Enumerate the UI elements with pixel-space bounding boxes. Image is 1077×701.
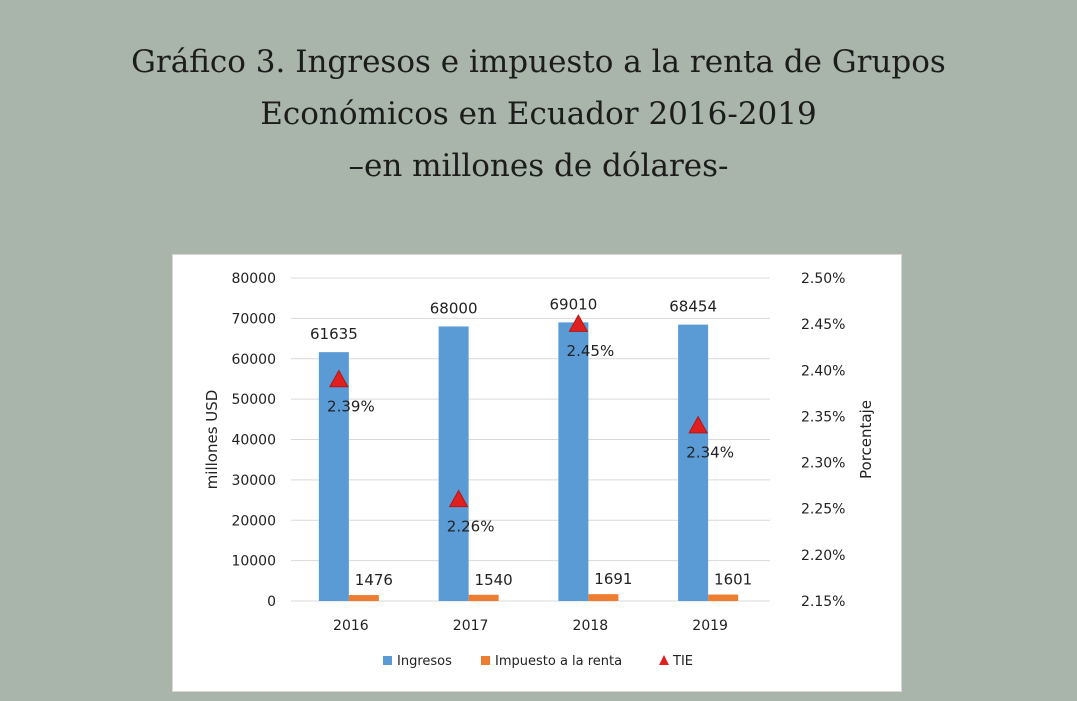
tie-marker	[688, 415, 708, 434]
y-left-tick-label: 80000	[231, 271, 276, 287]
bar-impuesto	[468, 594, 499, 601]
data-label-tie: 2.26%	[447, 517, 495, 535]
bar-impuesto	[588, 594, 619, 601]
legend-label-tie: TIE	[672, 654, 693, 669]
y-right-tick-label: 2.45%	[801, 317, 845, 333]
y-left-tick-label: 60000	[231, 352, 276, 368]
y-left-axis-label: millones USD	[203, 390, 221, 490]
y-left-tick-label: 10000	[231, 554, 276, 570]
data-label-tie: 2.34%	[686, 444, 734, 462]
legend-swatch-ingresos	[383, 656, 392, 665]
bar-ingresos	[678, 324, 709, 601]
data-label-ingresos: 68000	[430, 299, 478, 317]
data-label-impuesto: 1691	[594, 570, 632, 588]
data-label-ingresos: 61635	[310, 325, 358, 343]
y-left-tick-label: 70000	[231, 311, 276, 327]
y-right-tick-label: 2.40%	[801, 363, 845, 379]
chart-title-line-3: –en millones de dólares-	[348, 148, 729, 184]
y-right-axis-label: Porcentaje	[857, 400, 875, 479]
y-right-tick-label: 2.20%	[801, 548, 845, 564]
data-label-ingresos: 68454	[669, 298, 717, 316]
x-tick-label: 2017	[453, 618, 489, 634]
x-tick-label: 2018	[573, 618, 609, 634]
data-label-impuesto: 1601	[714, 571, 752, 589]
bar-ingresos	[438, 326, 469, 601]
y-left-tick-label: 20000	[231, 513, 276, 529]
legend-label-impuesto: Impuesto a la renta	[495, 654, 622, 669]
x-tick-label: 2019	[692, 618, 728, 634]
data-label-tie: 2.45%	[567, 342, 615, 360]
y-right-tick-label: 2.35%	[801, 409, 845, 425]
y-right-tick-label: 2.30%	[801, 456, 845, 472]
chart-title-line-2: Económicos en Ecuador 2016-2019	[260, 96, 817, 132]
y-right-tick-label: 2.25%	[801, 502, 845, 518]
x-tick-label: 2016	[333, 618, 369, 634]
chart-title-line-1: Gráfico 3. Ingresos e impuesto a la rent…	[131, 44, 946, 80]
chart-panel: 0 10000 20000 30000 40000 50000 60000 70000 8000…	[172, 254, 902, 692]
legend-swatch-impuesto	[481, 656, 490, 665]
bar-ingresos	[558, 322, 589, 601]
legend-swatch-tie	[659, 655, 669, 665]
y-right-tick-label: 2.50%	[801, 271, 845, 287]
chart-svg: 0 10000 20000 30000 40000 50000 60000 70000 8000…	[203, 271, 875, 669]
y-left-tick-label: 40000	[231, 433, 276, 449]
tie-marker	[568, 314, 589, 332]
data-label-impuesto: 1476	[355, 571, 393, 589]
y-right-tick-label: 2.15%	[801, 594, 845, 610]
bar-impuesto	[348, 595, 379, 601]
chart-title: Gráfico 3. Ingresos e impuesto a la rent…	[0, 36, 1077, 192]
tie-marker	[329, 369, 349, 388]
data-label-impuesto: 1540	[475, 571, 513, 589]
y-left-tick-label: 0	[267, 594, 276, 610]
bar-ingresos	[318, 352, 349, 601]
data-label-tie: 2.39%	[327, 398, 375, 416]
y-left-tick-label: 30000	[231, 473, 276, 489]
y-left-tick-label: 50000	[231, 392, 276, 408]
legend-label-ingresos: Ingresos	[397, 654, 452, 669]
tie-marker	[448, 489, 469, 508]
bar-impuesto	[708, 594, 739, 601]
data-label-ingresos: 69010	[550, 295, 598, 313]
